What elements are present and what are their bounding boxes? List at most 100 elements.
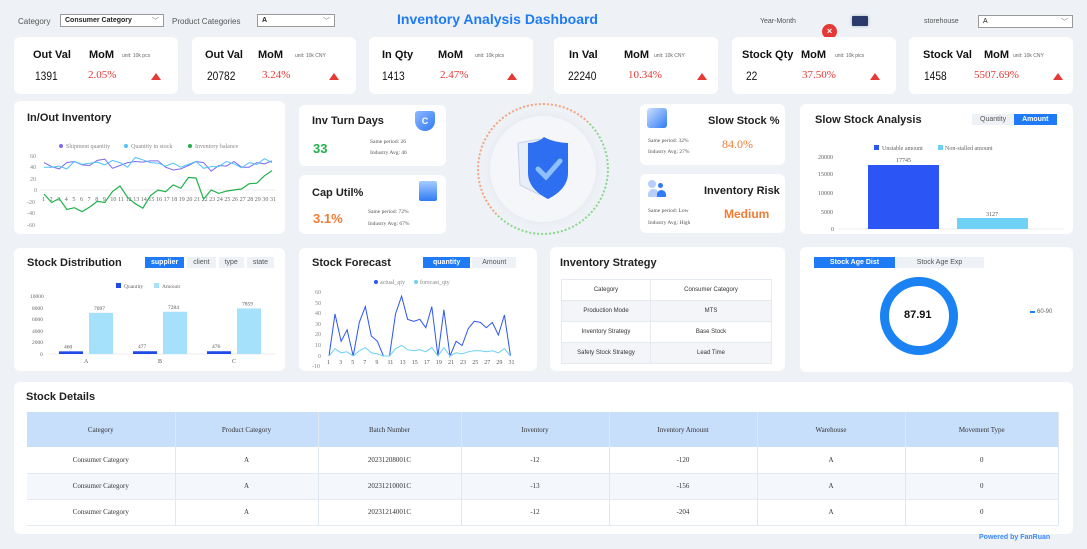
industry-avg: Industry Avg: 46 bbox=[370, 150, 407, 156]
svg-text:-10: -10 bbox=[312, 364, 320, 370]
svg-text:23: 23 bbox=[209, 197, 215, 203]
same-period: Same period: 72% bbox=[368, 209, 409, 215]
column-header[interactable]: Product Category bbox=[175, 412, 319, 447]
industry-avg: Industry Avg: 67% bbox=[368, 221, 410, 227]
svg-text:11: 11 bbox=[118, 197, 124, 203]
stock-forecast-line-chart: actual_qty forecast_qty 60 50 40 30 20 10 0 -10… bbox=[312, 279, 515, 370]
inventory-risk-card: Inventory Risk Same period: Low Industry… bbox=[640, 174, 785, 233]
strategy-key: Inventory Strategy bbox=[561, 321, 651, 343]
strategy-value: Lead Time bbox=[650, 342, 772, 364]
card-title: Cap Util% bbox=[312, 187, 364, 199]
same-period: Same period: 32% bbox=[648, 138, 689, 144]
column-header[interactable]: Movement Type bbox=[905, 412, 1059, 447]
kpi-mom-label: MoM bbox=[89, 49, 115, 61]
kpi-card-out-qty: Out Val MoM unit: 10k pcs 1391 2.05% bbox=[14, 37, 178, 94]
table-row[interactable]: Consumer Category A 20231208001C -12 -12… bbox=[27, 447, 1059, 474]
svg-text:actual_qty: actual_qty bbox=[380, 280, 405, 286]
column-header[interactable]: Category bbox=[27, 412, 176, 447]
kpi-mom-value: 3.24% bbox=[262, 69, 291, 81]
tab-stock-age-dist[interactable]: Stock Age Dist bbox=[814, 257, 895, 268]
column-header[interactable]: Batch Number bbox=[318, 412, 462, 447]
legend-marker-icon bbox=[1030, 311, 1035, 313]
column-header[interactable]: Inventory bbox=[461, 412, 610, 447]
kpi-label: In Qty bbox=[382, 49, 414, 61]
svg-text:2000: 2000 bbox=[32, 340, 43, 346]
svg-text:Unstable amount: Unstable amount bbox=[882, 146, 923, 152]
svg-text:40: 40 bbox=[30, 165, 36, 171]
tab-supplier[interactable]: supplier bbox=[145, 257, 185, 268]
tab-amount[interactable]: Amount bbox=[1014, 114, 1057, 125]
calendar-picker-icon[interactable] bbox=[852, 16, 868, 26]
svg-text:17: 17 bbox=[424, 360, 430, 366]
svg-text:-20: -20 bbox=[27, 200, 35, 206]
strategy-row: Category Consumer Category bbox=[561, 279, 772, 301]
product-select[interactable]: A ﹀ bbox=[257, 14, 335, 27]
storehouse-label: storehouse bbox=[924, 18, 959, 25]
center-ring-decoration bbox=[477, 103, 609, 235]
storehouse-select[interactable]: A ﹀ bbox=[978, 15, 1073, 28]
svg-text:Quantity in stock: Quantity in stock bbox=[131, 144, 172, 150]
svg-text:9: 9 bbox=[375, 360, 378, 366]
svg-text:17745: 17745 bbox=[896, 158, 911, 164]
tab-stock-age-exp[interactable]: Stock Age Exp bbox=[895, 257, 984, 268]
kpi-mom-label: MoM bbox=[984, 49, 1010, 61]
svg-text:26: 26 bbox=[232, 197, 238, 203]
inv-turn-days-card: Inv Turn Days C 33 Same period: 26 Indus… bbox=[299, 105, 446, 166]
table-row[interactable]: Consumer Category A 20231214001C -12 -20… bbox=[27, 499, 1059, 526]
cell-batch-number: 20231214001C bbox=[318, 499, 462, 526]
strategy-value: MTS bbox=[650, 300, 772, 322]
kpi-label: Stock Val bbox=[923, 49, 972, 61]
tab-state[interactable]: state bbox=[246, 257, 274, 268]
kpi-mom-label: MoM bbox=[258, 49, 284, 61]
kpi-mom-label: MoM bbox=[801, 49, 827, 61]
svg-text:28: 28 bbox=[247, 197, 253, 203]
up-arrow-icon bbox=[1053, 73, 1063, 80]
kpi-unit: unit: 10k pics bbox=[475, 53, 505, 59]
svg-text:14: 14 bbox=[141, 197, 147, 203]
card-value: Medium bbox=[724, 207, 770, 221]
svg-text:477: 477 bbox=[138, 344, 147, 350]
inout-inventory-panel: In/Out Inventory Shipment quantity Quant… bbox=[14, 101, 285, 234]
product-select-value: A bbox=[262, 17, 268, 24]
kpi-unit: unit: 10k pcs bbox=[122, 53, 151, 59]
cell-inventory: -12 bbox=[461, 447, 610, 474]
card-title: Inventory Risk bbox=[704, 185, 780, 197]
powered-by-link[interactable]: Powered by FanRuan bbox=[979, 534, 1051, 541]
chevron-down-icon: ﹀ bbox=[323, 18, 330, 25]
tab-quantity[interactable]: Quantity bbox=[972, 114, 1015, 125]
tab-client[interactable]: client bbox=[187, 257, 216, 268]
strategy-key: Category bbox=[561, 279, 651, 301]
svg-text:27: 27 bbox=[240, 197, 246, 203]
svg-text:31: 31 bbox=[270, 197, 276, 203]
slow-stock-bar-chart: Unstable amount Non-stalled amount 20000… bbox=[818, 145, 1064, 233]
column-header[interactable]: Inventory Amount bbox=[609, 412, 758, 447]
tab-type[interactable]: type bbox=[218, 257, 244, 268]
category-filter-label: Category bbox=[18, 17, 51, 26]
svg-text:0: 0 bbox=[318, 354, 321, 360]
svg-text:Amount: Amount bbox=[162, 284, 181, 290]
svg-text:21: 21 bbox=[448, 360, 454, 366]
strategy-value: Base Stock bbox=[650, 321, 772, 343]
table-row[interactable]: Consumer Category A 20231210001C -13 -15… bbox=[27, 473, 1059, 500]
svg-text:6000: 6000 bbox=[32, 317, 43, 323]
svg-text:21: 21 bbox=[194, 197, 200, 203]
svg-text:50: 50 bbox=[315, 301, 321, 307]
svg-text:24: 24 bbox=[217, 197, 223, 203]
column-header[interactable]: Warehouse bbox=[757, 412, 906, 447]
tab-amount[interactable]: Amount bbox=[472, 257, 517, 268]
svg-text:3: 3 bbox=[339, 360, 342, 366]
svg-text:10: 10 bbox=[110, 197, 116, 203]
kpi-mom-value: 5507.69% bbox=[974, 69, 1019, 81]
svg-text:1: 1 bbox=[42, 197, 45, 203]
card-value: 3.1% bbox=[313, 211, 343, 226]
svg-text:3: 3 bbox=[57, 197, 60, 203]
kpi-value: 1413 bbox=[382, 69, 405, 83]
clear-date-icon[interactable]: × bbox=[822, 24, 837, 39]
svg-text:7: 7 bbox=[363, 360, 366, 366]
up-arrow-icon bbox=[870, 73, 880, 80]
stock-details-panel: Stock Details Category Product Category … bbox=[14, 382, 1073, 534]
cell-batch-number: 20231208001C bbox=[318, 447, 462, 474]
category-select[interactable]: Consumer Category ﹀ bbox=[60, 14, 164, 27]
cell-inventory-amount: -156 bbox=[609, 473, 758, 500]
tab-quantity[interactable]: quantity bbox=[423, 257, 471, 268]
